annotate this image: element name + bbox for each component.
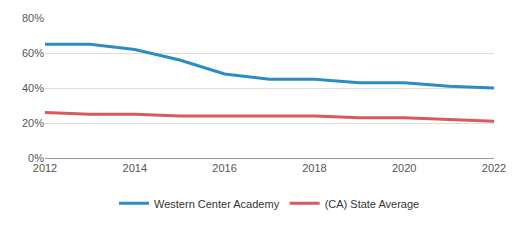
svg-text:2022: 2022 [482,162,506,174]
svg-text:80%: 80% [22,12,44,24]
svg-text:2012: 2012 [33,162,57,174]
svg-text:(CA) State Average: (CA) State Average [325,198,420,210]
svg-text:2016: 2016 [212,162,236,174]
svg-text:2014: 2014 [123,162,147,174]
svg-text:2020: 2020 [392,162,416,174]
svg-text:0%: 0% [28,152,44,164]
svg-text:Western Center Academy: Western Center Academy [154,198,280,210]
svg-text:60%: 60% [22,47,44,59]
svg-text:2018: 2018 [302,162,326,174]
svg-text:40%: 40% [22,82,44,94]
svg-text:20%: 20% [22,117,44,129]
